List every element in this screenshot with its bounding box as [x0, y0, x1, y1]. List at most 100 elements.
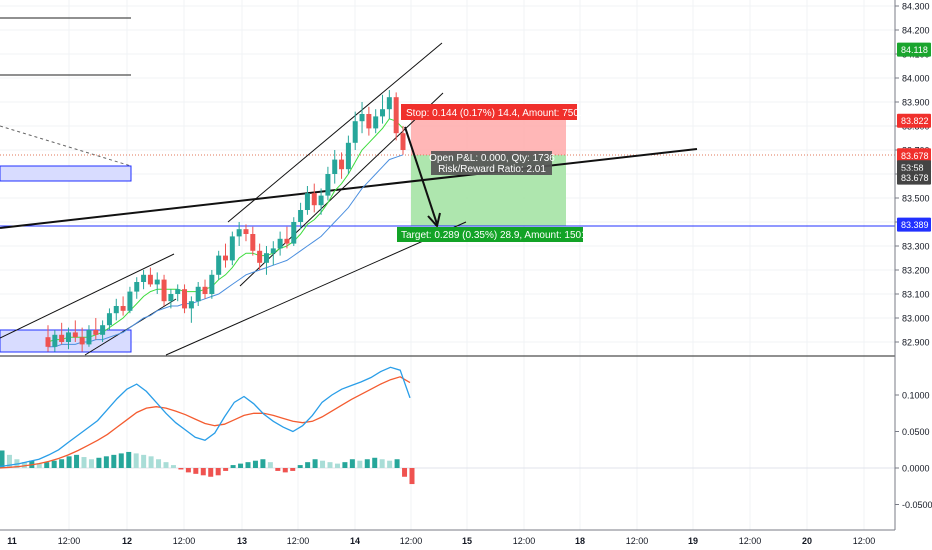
- candle-body: [106, 313, 112, 326]
- price-tag-blue: [897, 217, 931, 232]
- candle-body: [175, 289, 181, 294]
- macd-histogram-bar: [36, 463, 42, 468]
- macd-histogram-bar: [200, 468, 206, 476]
- time-label: 20: [802, 536, 812, 546]
- macd-histogram-bar: [230, 465, 236, 468]
- time-label: 12:00: [58, 536, 81, 546]
- price-tag-label: 53:58: [901, 163, 924, 173]
- stop-label[interactable]: Stop: 0.144 (0.17%) 14.4, Amount: 750.02: [401, 104, 593, 120]
- signal-line: [0, 376, 411, 469]
- time-label: 12:00: [853, 536, 876, 546]
- price-tick-label: 83.100: [902, 290, 930, 300]
- macd-histogram-bar: [178, 468, 184, 470]
- ema-fast-line: [47, 118, 404, 343]
- price-tag-green: [897, 42, 931, 57]
- candle-body: [352, 121, 358, 143]
- macd-histogram-bar: [81, 457, 87, 468]
- price-tag-red: [897, 148, 931, 163]
- price-tick-label: 83.500: [902, 194, 930, 204]
- macd-histogram-bar: [260, 459, 266, 468]
- time-axis[interactable]: 11 12:00 12 12:00 13 12:00 14 12:00 15 12:00 18 12:…: [7, 536, 875, 546]
- channel-upper-line-1: [0, 253, 175, 339]
- candle-body: [298, 210, 304, 222]
- macd-histogram-bar: [245, 462, 251, 468]
- candle-body: [400, 133, 406, 150]
- demand-zone-rectangle[interactable]: [0, 329, 132, 353]
- stop-loss-zone[interactable]: [411, 118, 566, 155]
- trend-lines[interactable]: [0, 42, 698, 356]
- candle-body: [243, 229, 249, 234]
- macd-histogram-bar: [96, 457, 102, 468]
- candle-body: [291, 222, 297, 244]
- candle-body: [380, 109, 386, 117]
- vertical-grid: [68, 0, 865, 530]
- candle-body: [182, 289, 188, 309]
- candle-body: [161, 279, 167, 302]
- candle-body: [65, 332, 71, 342]
- macd-tick-label: 0.1000: [902, 391, 930, 401]
- rr-text: Risk/Reward Ratio: 2.01: [438, 164, 546, 175]
- candle-body: [113, 306, 119, 314]
- time-label: 12:00: [513, 536, 536, 546]
- candle-body: [45, 337, 51, 347]
- macd-histogram-bar: [379, 459, 385, 468]
- macd-histogram-bar: [387, 460, 393, 468]
- macd-histogram-bar: [0, 450, 5, 468]
- macd-histogram-bar: [66, 456, 72, 468]
- macd-tick-label: 0.0000: [902, 464, 930, 474]
- arrow-icon[interactable]: [404, 126, 441, 229]
- pnl-label[interactable]: Open P&L: 0.000, Qty: 1736 Risk/Reward R…: [429, 151, 555, 175]
- candle-body: [188, 301, 194, 309]
- macd-line: [0, 366, 411, 468]
- macd-histogram-bar: [44, 462, 50, 468]
- candlesticks: [45, 90, 406, 352]
- price-tag-dark: [897, 170, 931, 185]
- candle-body: [154, 279, 160, 285]
- macd-histogram-bar: [156, 459, 162, 468]
- price-tick-label: 82.900: [902, 338, 930, 348]
- price-tick-label: 83.900: [902, 98, 930, 108]
- ema-slow-line: [48, 154, 404, 348]
- candle-body: [93, 330, 99, 335]
- candle-body: [141, 274, 147, 282]
- price-tag-red: [897, 113, 931, 128]
- macd-histogram-bar: [223, 468, 229, 471]
- time-label: 15: [462, 536, 472, 546]
- macd-axis[interactable]: 0.1000 0.0500 0.0000 -0.0500: [895, 391, 932, 511]
- macd-histogram-bar: [59, 459, 65, 468]
- macd-histogram-bar: [320, 460, 326, 468]
- macd-tick-label: -0.0500: [902, 500, 932, 510]
- price-tag-label: 83.678: [901, 173, 929, 183]
- macd-histogram-bar: [290, 468, 296, 471]
- candle-body: [284, 238, 290, 244]
- candle-body: [339, 159, 345, 170]
- candle-body: [72, 332, 78, 338]
- time-label: 12:00: [173, 536, 196, 546]
- candle-body: [216, 255, 222, 275]
- time-label: 14: [350, 536, 360, 546]
- macd-histogram-bar: [275, 468, 281, 471]
- macd-histogram-bar: [215, 468, 221, 476]
- candle-body: [59, 334, 65, 342]
- macd-tick-label: 0.0500: [902, 427, 930, 437]
- candle-body: [270, 248, 276, 254]
- supply-zone-rectangle[interactable]: [0, 165, 132, 182]
- time-label: 12:00: [287, 536, 310, 546]
- target-label[interactable]: Target: 0.289 (0.35%) 28.9, Amount: 1501…: [397, 227, 595, 242]
- macd-histogram-bar: [267, 462, 273, 468]
- dashed-trend-line[interactable]: [0, 125, 132, 167]
- candle-body: [318, 195, 324, 206]
- target-text: Target: 0.289 (0.35%) 28.9, Amount: 1501…: [401, 230, 595, 241]
- macd-histogram-bar: [118, 453, 124, 468]
- macd-histogram-bar: [409, 468, 415, 485]
- macd-histogram-bar: [208, 468, 214, 477]
- time-label: 19: [688, 536, 698, 546]
- candle-body: [52, 334, 58, 347]
- candle-body: [120, 306, 126, 311]
- candle-body: [366, 114, 372, 129]
- candle-body: [168, 294, 174, 302]
- candle-body: [236, 229, 242, 237]
- candle-body: [100, 325, 106, 335]
